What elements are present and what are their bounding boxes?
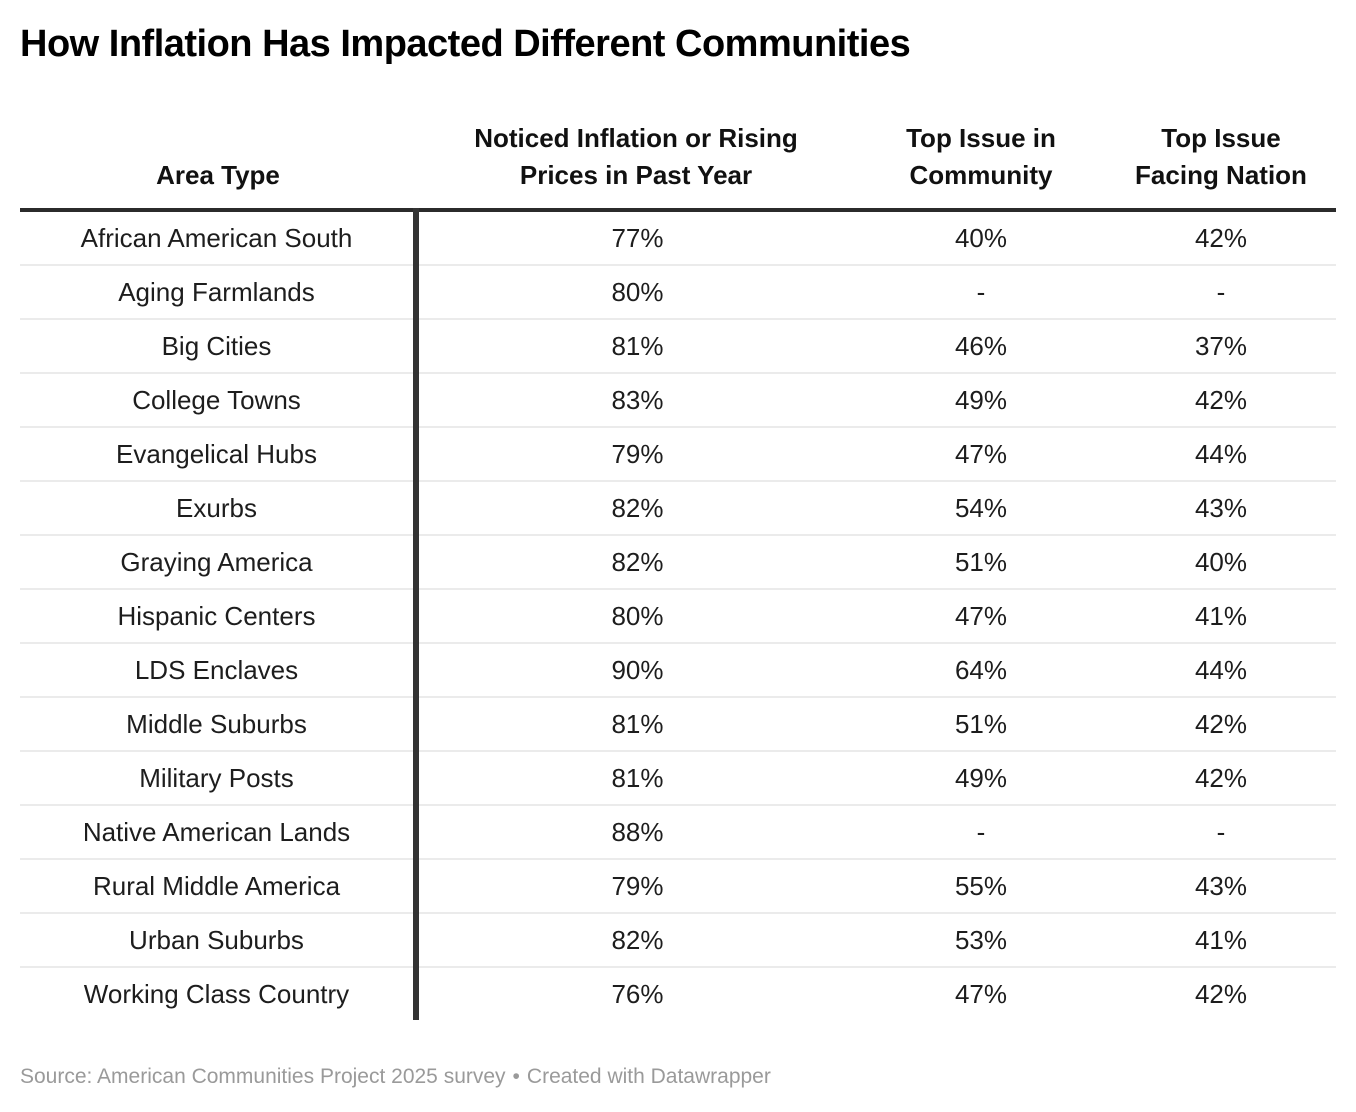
table-row: Exurbs 82% 54% 43%: [20, 480, 1336, 535]
table-row: Military Posts 81% 49% 42%: [20, 750, 1336, 805]
cell-noticed-inflation: 88%: [416, 804, 856, 859]
cell-area-type: Working Class Country: [20, 966, 419, 1020]
footer-credit[interactable]: Created with Datawrapper: [526, 1065, 771, 1088]
cell-top-issue-nation: 41%: [1106, 912, 1336, 967]
cell-top-issue-community: 47%: [856, 588, 1106, 643]
cell-top-issue-community: 47%: [856, 426, 1106, 481]
cell-top-issue-community: 64%: [856, 642, 1106, 697]
cell-noticed-inflation: 80%: [416, 264, 856, 319]
cell-top-issue-community: -: [856, 804, 1106, 859]
cell-top-issue-community: 47%: [856, 966, 1106, 1020]
cell-top-issue-community: 51%: [856, 534, 1106, 589]
cell-area-type: College Towns: [20, 372, 419, 427]
table-row: African American South 77% 40% 42%: [20, 210, 1336, 265]
cell-top-issue-community: 51%: [856, 696, 1106, 751]
cell-area-type: Aging Farmlands: [20, 264, 419, 319]
table-row: Evangelical Hubs 79% 47% 44%: [20, 426, 1336, 481]
cell-area-type: Middle Suburbs: [20, 696, 419, 751]
cell-top-issue-nation: 40%: [1106, 534, 1336, 589]
page-title: How Inflation Has Impacted Different Com…: [20, 23, 911, 65]
column-header-noticed-inflation: Noticed Inflation or Rising Prices in Pa…: [416, 66, 856, 212]
cell-top-issue-community: 54%: [856, 480, 1106, 535]
cell-top-issue-nation: 42%: [1106, 750, 1336, 805]
cell-noticed-inflation: 81%: [416, 750, 856, 805]
table-row: LDS Enclaves 90% 64% 44%: [20, 642, 1336, 697]
cell-noticed-inflation: 82%: [416, 480, 856, 535]
table-header: Area Type Noticed Inflation or Rising Pr…: [20, 66, 1336, 212]
cell-top-issue-nation: -: [1106, 264, 1336, 319]
cell-top-issue-nation: 42%: [1194, 222, 1248, 253]
header-row: Area Type Noticed Inflation or Rising Pr…: [20, 66, 1336, 212]
cell-noticed-inflation: 80%: [416, 588, 856, 643]
table-row: College Towns 83% 49% 42%: [20, 372, 1336, 427]
cell-noticed-inflation: 81%: [416, 318, 856, 373]
cell-top-issue-community: 49%: [856, 750, 1106, 805]
table-row: Urban Suburbs 82% 53% 41%: [20, 912, 1336, 967]
column-header-top-issue-nation: Top Issue Facing Nation: [1106, 66, 1336, 212]
cell-area-type: Military Posts: [20, 750, 419, 805]
cell-area-type: Hispanic Centers: [20, 588, 419, 643]
cell-top-issue-community: 40%: [954, 222, 1008, 253]
column-header-area-type: Area Type: [20, 66, 416, 212]
table-row: Graying America 82% 51% 40%: [20, 534, 1336, 589]
cell-area-type: Big Cities: [20, 318, 419, 373]
cell-area-type: Graying America: [20, 534, 419, 589]
cell-top-issue-nation: 44%: [1106, 642, 1336, 697]
table-row: Native American Lands 88% - -: [20, 804, 1336, 859]
cell-area-type: Evangelical Hubs: [20, 426, 419, 481]
cell-top-issue-nation: 43%: [1106, 480, 1336, 535]
cell-area-type: Urban Suburbs: [20, 912, 419, 967]
cell-top-issue-nation: 42%: [1106, 966, 1336, 1020]
cell-noticed-inflation: 81%: [416, 696, 856, 751]
table-row: Middle Suburbs 81% 51% 42%: [20, 696, 1336, 751]
table-row: Working Class Country 76% 47% 42%: [20, 966, 1336, 1020]
cell-top-issue-community: 49%: [856, 372, 1106, 427]
cell-noticed-inflation: 82%: [416, 534, 856, 589]
footer-separator: •: [512, 1065, 520, 1088]
table-body: African American South 77% 40% 42% Aging…: [20, 210, 1336, 1020]
footer-source: Source: American Communities Project 202…: [20, 1065, 506, 1088]
cell-area-type: Rural Middle America: [20, 858, 419, 913]
cell-top-issue-nation: -: [1106, 804, 1336, 859]
cell-top-issue-nation: 43%: [1106, 858, 1336, 913]
cell-area-type: Exurbs: [20, 480, 419, 535]
cell-top-issue-nation: 42%: [1106, 372, 1336, 427]
cell-top-issue-nation: 42%: [1106, 696, 1336, 751]
cell-noticed-inflation: 82%: [416, 912, 856, 967]
table-row: Rural Middle America 79% 55% 43%: [20, 858, 1336, 913]
cell-area-type: African American South: [20, 210, 419, 265]
cell-noticed-inflation: 79%: [416, 858, 856, 913]
cell-top-issue-community: 53%: [856, 912, 1106, 967]
data-table: Area Type Noticed Inflation or Rising Pr…: [20, 66, 1336, 1020]
cell-area-type: Native American Lands: [20, 804, 419, 859]
cell-top-issue-community: -: [856, 264, 1106, 319]
cell-noticed-inflation: 90%: [416, 642, 856, 697]
cell-top-issue-nation: 37%: [1106, 318, 1336, 373]
footer: Source: American Communities Project 202…: [20, 1064, 1336, 1090]
cell-top-issue-community: 55%: [856, 858, 1106, 913]
cell-area-type: LDS Enclaves: [20, 642, 419, 697]
table-row: Big Cities 81% 46% 37%: [20, 318, 1336, 373]
cell-top-issue-nation: 44%: [1106, 426, 1336, 481]
cell-noticed-inflation: 79%: [416, 426, 856, 481]
table-row: Hispanic Centers 80% 47% 41%: [20, 588, 1336, 643]
cell-noticed-inflation: 83%: [416, 372, 856, 427]
cell-noticed-inflation: 76%: [416, 966, 856, 1020]
table-row: Aging Farmlands 80% - -: [20, 264, 1336, 319]
column-header-top-issue-community: Top Issue in Community: [856, 66, 1106, 212]
cell-top-issue-community: 46%: [856, 318, 1106, 373]
cell-noticed-inflation: 77%: [611, 222, 664, 253]
cell-top-issue-nation: 41%: [1106, 588, 1336, 643]
